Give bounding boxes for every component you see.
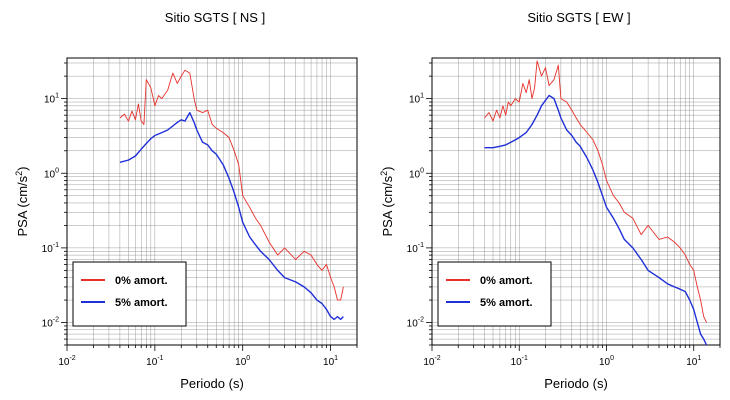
x-tick-label: 101 bbox=[686, 355, 701, 368]
x-tick-label-base: 10 bbox=[323, 357, 335, 368]
y-tick-label-base: 10 bbox=[407, 244, 419, 255]
y-axis-label-sup: 2 bbox=[379, 171, 389, 176]
y-tick-label-base: 10 bbox=[407, 319, 419, 330]
y-axis-label-tail: ) bbox=[15, 166, 30, 170]
legend-label: 0% amort. bbox=[480, 275, 533, 287]
y-axis-label-sup: 2 bbox=[14, 171, 24, 176]
x-tick-label-base: 10 bbox=[235, 357, 247, 368]
y-tick-label-exp: -1 bbox=[418, 242, 424, 249]
x-tick-label-exp: -1 bbox=[157, 355, 163, 362]
x-tick-label-exp: 1 bbox=[334, 355, 338, 362]
y-tick-label-base: 10 bbox=[44, 95, 56, 106]
y-tick-label-exp: 0 bbox=[55, 167, 59, 174]
x-axis-label: Periodo (s) bbox=[544, 376, 608, 391]
legend: 0% amort. 5% amort. bbox=[437, 261, 552, 327]
y-tick-label: 100 bbox=[409, 167, 424, 180]
x-tick-label: 10-2 bbox=[58, 355, 75, 368]
y-tick-label: 10-1 bbox=[407, 242, 424, 255]
axis-ticks bbox=[61, 62, 358, 351]
plot-frame bbox=[431, 57, 721, 346]
legend-box bbox=[437, 261, 552, 327]
y-tick-label: 101 bbox=[44, 93, 59, 106]
y-axis-label-main: PSA (cm/s bbox=[380, 175, 395, 236]
y-tick-label-exp: -2 bbox=[53, 317, 59, 324]
y-tick-label-base: 10 bbox=[409, 169, 421, 180]
plot-frame bbox=[66, 57, 358, 346]
y-tick-label-base: 10 bbox=[409, 95, 421, 106]
series-line-damping-0 bbox=[119, 69, 344, 301]
chart-title: Sitio SGTS [ EW ] bbox=[527, 10, 630, 25]
x-tick-label-exp: 0 bbox=[246, 355, 250, 362]
y-tick-label: 10-1 bbox=[42, 242, 59, 255]
x-tick-label-exp: 1 bbox=[697, 355, 701, 362]
y-tick-label-exp: 1 bbox=[55, 93, 59, 100]
x-axis-label: Periodo (s) bbox=[180, 376, 244, 391]
x-tick-label-base: 10 bbox=[58, 357, 70, 368]
series-line-damping-5 bbox=[484, 94, 708, 346]
legend-label: 5% amort. bbox=[480, 297, 533, 309]
series-line-damping-0 bbox=[484, 60, 707, 323]
x-tick-label: 100 bbox=[599, 355, 614, 368]
series-line-damping-5 bbox=[119, 111, 344, 321]
chart-title: Sitio SGTS [ NS ] bbox=[165, 10, 265, 25]
x-tick-label: 100 bbox=[235, 355, 250, 368]
y-tick-label: 101 bbox=[409, 93, 424, 106]
legend-label: 0% amort. bbox=[115, 275, 168, 287]
x-tick-label-base: 10 bbox=[686, 357, 698, 368]
y-axis-label: PSA (cm/s2) bbox=[379, 166, 395, 236]
x-tick-label: 10-1 bbox=[146, 355, 163, 368]
x-tick-label: 10-1 bbox=[511, 355, 528, 368]
y-tick-label: 10-2 bbox=[42, 317, 59, 330]
x-tick-label-exp: 0 bbox=[610, 355, 614, 362]
y-tick-label: 100 bbox=[44, 167, 59, 180]
x-tick-label-base: 10 bbox=[599, 357, 611, 368]
y-tick-label-exp: 1 bbox=[420, 93, 424, 100]
x-tick-label: 10-2 bbox=[423, 355, 440, 368]
y-tick-label-base: 10 bbox=[44, 169, 56, 180]
x-tick-label-base: 10 bbox=[423, 357, 435, 368]
y-axis-label: PSA (cm/s2) bbox=[14, 166, 30, 236]
x-tick-label: 101 bbox=[323, 355, 338, 368]
y-tick-label-exp: 0 bbox=[420, 167, 424, 174]
x-tick-label-base: 10 bbox=[511, 357, 523, 368]
y-tick-label-base: 10 bbox=[42, 244, 54, 255]
y-tick-label-base: 10 bbox=[42, 319, 54, 330]
x-tick-label-exp: -1 bbox=[522, 355, 528, 362]
legend-box bbox=[72, 261, 187, 327]
legend: 0% amort. 5% amort. bbox=[72, 261, 187, 327]
x-tick-label-exp: -2 bbox=[434, 355, 440, 362]
x-tick-label-exp: -2 bbox=[69, 355, 75, 362]
y-axis-label-main: PSA (cm/s bbox=[15, 175, 30, 236]
y-tick-label-exp: -2 bbox=[418, 317, 424, 324]
x-tick-label-base: 10 bbox=[146, 357, 158, 368]
y-axis-label-tail: ) bbox=[380, 166, 395, 170]
y-tick-label: 10-2 bbox=[407, 317, 424, 330]
axis-ticks bbox=[426, 62, 721, 351]
legend-label: 5% amort. bbox=[115, 297, 168, 309]
y-tick-label-exp: -1 bbox=[53, 242, 59, 249]
